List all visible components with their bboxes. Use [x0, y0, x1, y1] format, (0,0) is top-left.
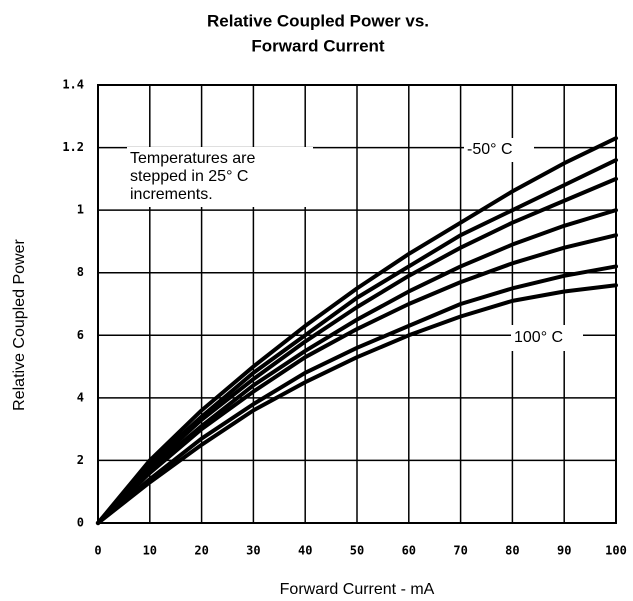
annotation: stepped in 25° C	[130, 168, 248, 185]
line-series	[96, 283, 618, 525]
annotation-bg	[511, 325, 583, 351]
line-series	[96, 136, 618, 525]
annotation: increments.	[130, 186, 213, 203]
y-tick-label: 6	[77, 328, 84, 342]
plot-frame	[97, 84, 617, 524]
y-axis-label: Relative Coupled Power	[11, 239, 28, 411]
annotation: -50° C	[467, 141, 513, 158]
line-series	[96, 158, 618, 525]
x-tick-label: 30	[246, 544, 260, 558]
x-tick-label: 100	[605, 544, 627, 558]
x-axis-label: Forward Current - mA	[280, 581, 435, 598]
chart-title: Forward Current	[251, 36, 385, 55]
annotation-bg	[127, 147, 313, 207]
x-tick-label: 20	[194, 544, 208, 558]
line-series	[96, 233, 618, 525]
line-series	[96, 176, 618, 525]
x-tick-label: 0	[94, 544, 101, 558]
x-tick-label: 70	[453, 544, 467, 558]
y-tick-label: 0	[77, 516, 84, 530]
y-tick-label: 4	[77, 390, 84, 404]
x-tick-label: 60	[402, 544, 416, 558]
annotation: Temperatures are	[130, 150, 255, 167]
chart-title: Relative Coupled Power vs.	[207, 11, 429, 30]
y-tick-label: 2	[77, 453, 84, 467]
annotation-bg	[464, 138, 534, 162]
x-tick-label: 90	[557, 544, 571, 558]
y-tick-label: 1	[77, 203, 84, 217]
line-series	[96, 208, 618, 525]
y-tick-label: 1.2	[62, 140, 84, 154]
annotation: 100° C	[514, 329, 563, 346]
y-tick-label: 1.4	[62, 78, 84, 92]
x-tick-label: 50	[350, 544, 364, 558]
x-tick-label: 10	[143, 544, 157, 558]
x-tick-label: 40	[298, 544, 312, 558]
x-tick-label: 80	[505, 544, 519, 558]
y-tick-label: 8	[77, 265, 84, 279]
line-series	[96, 264, 618, 525]
